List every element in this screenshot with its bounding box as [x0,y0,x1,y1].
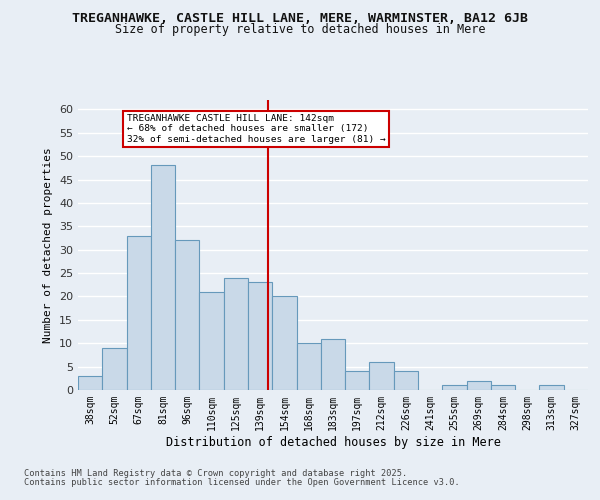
Bar [491,386,515,390]
Text: TREGANHAWKE CASTLE HILL LANE: 142sqm
← 68% of detached houses are smaller (172)
: TREGANHAWKE CASTLE HILL LANE: 142sqm ← 6… [127,114,385,144]
Bar [467,380,491,390]
X-axis label: Distribution of detached houses by size in Mere: Distribution of detached houses by size … [166,436,500,448]
Bar [248,282,272,390]
Bar [102,348,127,390]
Text: TREGANHAWKE, CASTLE HILL LANE, MERE, WARMINSTER, BA12 6JB: TREGANHAWKE, CASTLE HILL LANE, MERE, WAR… [72,12,528,26]
Bar [127,236,151,390]
Bar [345,372,370,390]
Bar [175,240,199,390]
Bar [199,292,224,390]
Text: Contains HM Land Registry data © Crown copyright and database right 2025.: Contains HM Land Registry data © Crown c… [24,468,407,477]
Bar [321,338,345,390]
Text: Contains public sector information licensed under the Open Government Licence v3: Contains public sector information licen… [24,478,460,487]
Bar [224,278,248,390]
Text: Size of property relative to detached houses in Mere: Size of property relative to detached ho… [115,22,485,36]
Bar [370,362,394,390]
Bar [442,386,467,390]
Bar [272,296,296,390]
Bar [539,386,564,390]
Bar [78,376,102,390]
Bar [296,343,321,390]
Y-axis label: Number of detached properties: Number of detached properties [43,147,53,343]
Bar [151,166,175,390]
Bar [394,372,418,390]
